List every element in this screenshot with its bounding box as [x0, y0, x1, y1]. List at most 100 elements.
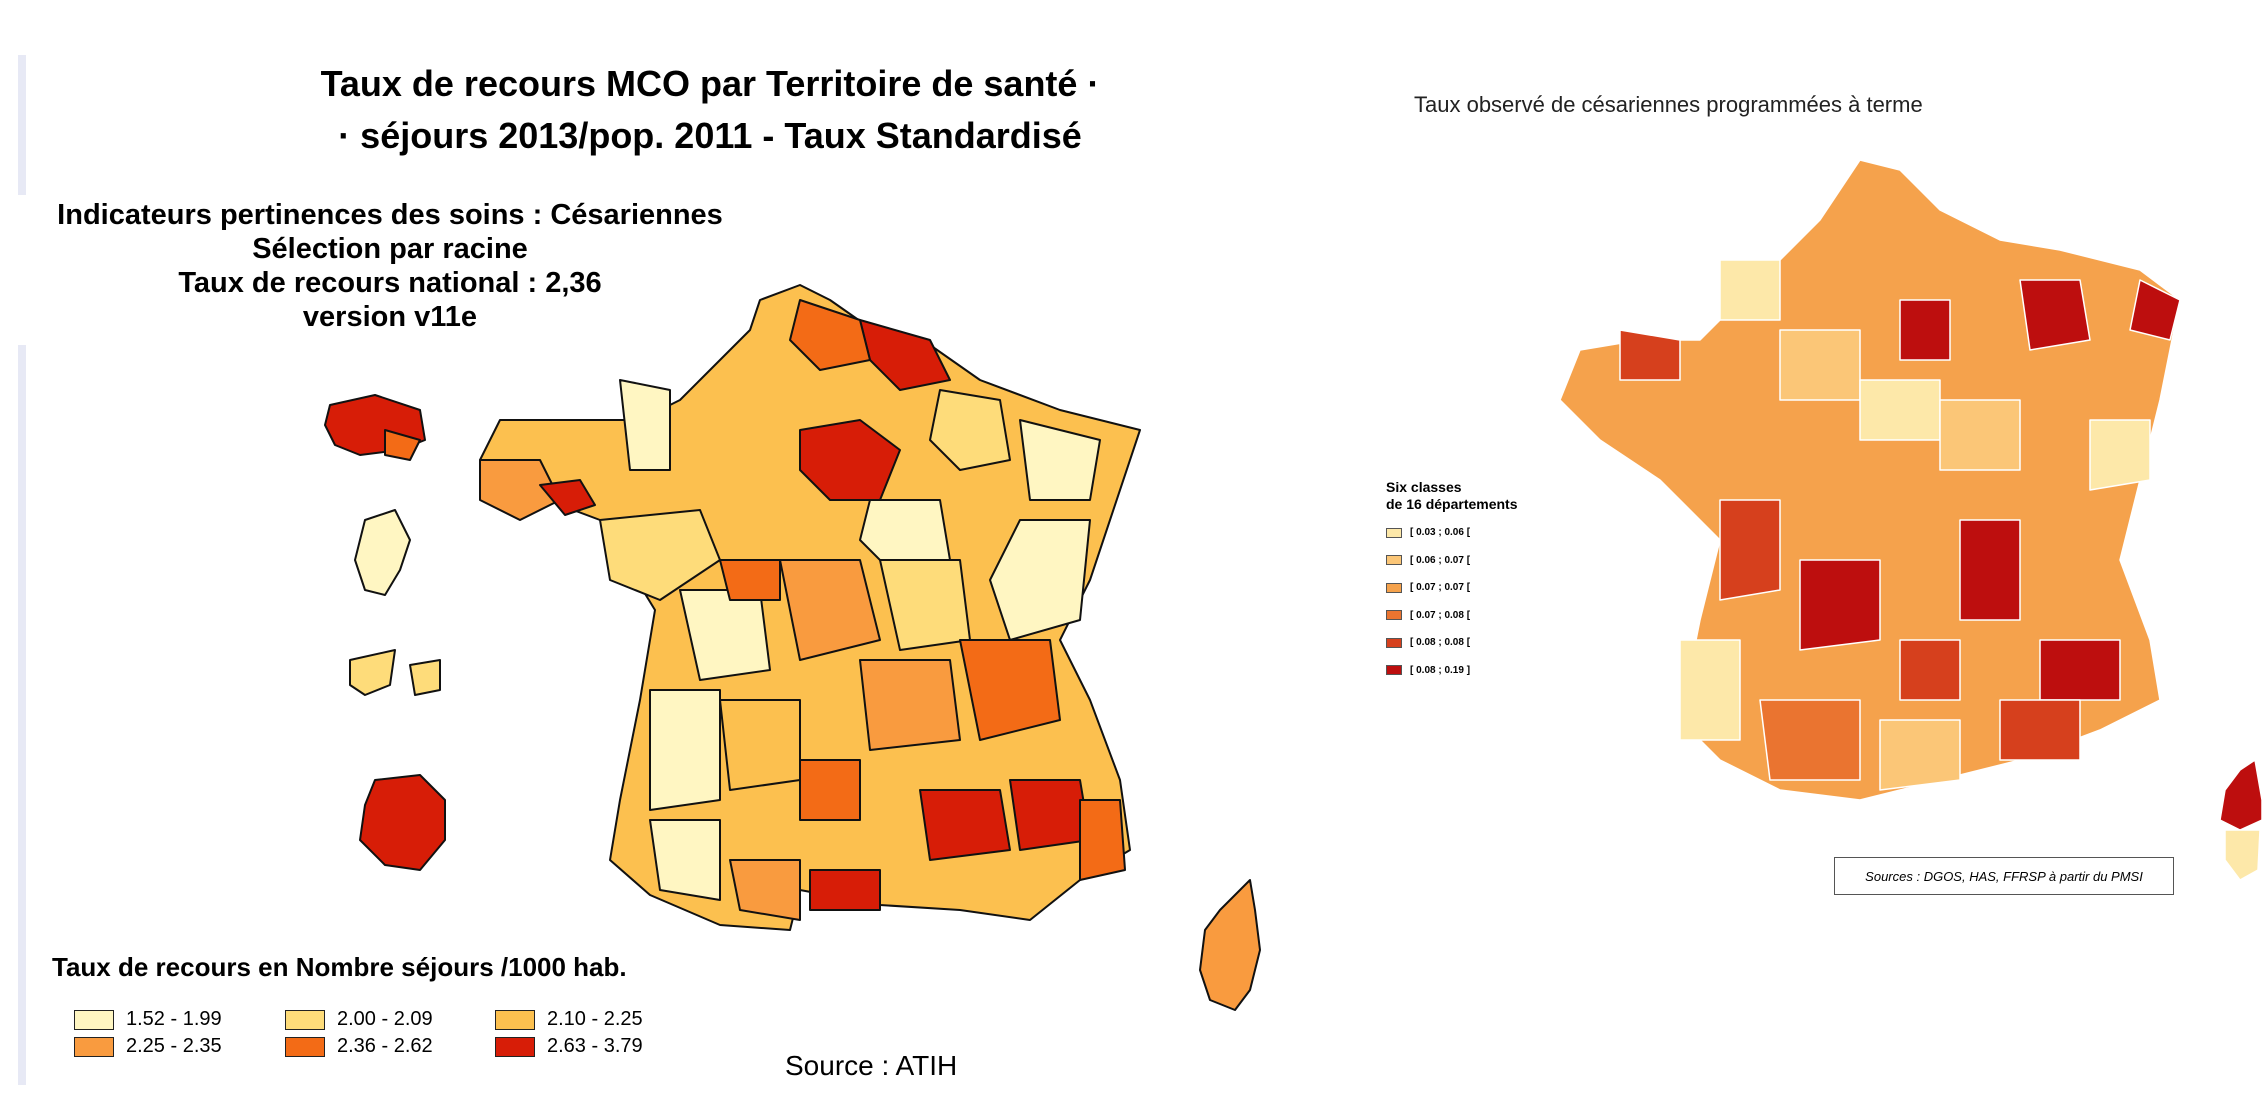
overseas-guyane-islands — [349, 649, 396, 696]
region — [789, 299, 871, 371]
subhead-version: version v11e — [302, 301, 478, 333]
region — [2089, 419, 2151, 491]
region — [1619, 329, 1681, 381]
right-legend-swatch — [1386, 555, 1402, 565]
legend-item: 1.52 - 1.99 — [74, 1008, 222, 1031]
right-legend-label: [ 0.08 ; 0.19 ] — [1410, 664, 1471, 676]
mainland-france — [1559, 159, 2181, 801]
subhead-national-rate: Taux de recours national : 2,36 — [178, 267, 602, 299]
right-source-box: Sources : DGOS, HAS, FFRSP à partir du P… — [1834, 857, 2174, 895]
region — [1859, 379, 1941, 441]
region — [1759, 699, 1861, 781]
region — [1959, 519, 2021, 621]
left-map-panel: Taux de recours MCO par Territoire de sa… — [18, 55, 1261, 1085]
corsica-south — [2224, 829, 2261, 881]
right-legend-swatch — [1386, 527, 1402, 538]
right-legend-swatch — [1386, 582, 1402, 593]
right-legend-item: [ 0.08 ; 0.19 ] — [1386, 665, 1470, 676]
region — [1019, 419, 1101, 501]
region — [649, 689, 721, 811]
legend-title: Taux de recours en Nombre séjours /1000 … — [52, 952, 627, 982]
right-legend-title-line2: de 16 départements — [1386, 496, 1518, 512]
right-legend-label: [ 0.07 ; 0.07 [ — [1410, 582, 1471, 593]
panel-border — [18, 345, 26, 1085]
right-choropleth-map — [1559, 159, 2262, 881]
legend-label: 2.25 - 2.35 — [126, 1035, 222, 1057]
legend-label: 2.36 - 2.62 — [337, 1035, 433, 1057]
right-legend-label: [ 0.03 ; 0.06 [ — [1410, 527, 1471, 538]
right-legend-swatch — [1386, 637, 1402, 648]
region — [929, 389, 1011, 471]
region — [729, 859, 801, 921]
overseas-martinique — [354, 509, 411, 596]
region — [1999, 699, 2081, 761]
region — [919, 789, 1011, 861]
right-legend-label: [ 0.08 ; 0.08 [ — [1410, 637, 1471, 648]
legend-label: 2.10 - 2.25 — [547, 1008, 643, 1030]
subhead-indicator: Indicateurs pertinences des soins : Césa… — [57, 199, 723, 231]
right-legend-item: [ 0.08 ; 0.08 [ — [1386, 637, 1470, 648]
region — [1719, 499, 1781, 601]
region — [719, 559, 781, 601]
source-label: Source : ATIH — [785, 1050, 958, 1081]
legend-item: 2.63 - 3.79 — [495, 1035, 643, 1058]
legend-swatch — [285, 1009, 325, 1030]
right-legend-item: [ 0.07 ; 0.08 [ — [1386, 610, 1470, 621]
right-map-panel: Taux observé de césariennes programmées … — [1300, 0, 2262, 1108]
legend-label: 2.63 - 3.79 — [547, 1035, 643, 1057]
region — [649, 819, 721, 901]
region — [719, 699, 801, 791]
region — [2039, 639, 2121, 701]
region — [1799, 559, 1881, 651]
region — [1009, 779, 1091, 851]
region — [1719, 259, 1781, 321]
region — [1879, 719, 1961, 791]
region — [989, 519, 1091, 641]
region — [2019, 279, 2091, 351]
right-legend-swatch — [1386, 610, 1402, 620]
overseas-reunion — [359, 774, 446, 871]
right-legend-label: [ 0.07 ; 0.08 [ — [1410, 609, 1471, 621]
region — [1939, 399, 2021, 471]
right-legend-title-line1: Six classes — [1386, 479, 1462, 495]
legend-label: 2.00 - 2.09 — [337, 1008, 433, 1030]
corsica — [2219, 759, 2262, 831]
region — [1779, 329, 1861, 401]
region — [539, 479, 596, 516]
right-legend-label: [ 0.06 ; 0.07 [ — [1410, 554, 1471, 566]
right-legend-item: [ 0.03 ; 0.06 [ — [1386, 527, 1470, 538]
corsica — [1199, 879, 1261, 1011]
right-legend-swatch — [1386, 665, 1402, 675]
region — [479, 459, 561, 521]
region — [799, 759, 861, 821]
right-legend-item: [ 0.07 ; 0.07 [ — [1386, 582, 1470, 593]
region — [2129, 279, 2181, 341]
right-legend-item: [ 0.06 ; 0.07 [ — [1386, 555, 1470, 566]
legend-item: 2.00 - 2.09 — [285, 1008, 433, 1031]
panel-border — [18, 55, 26, 195]
map-title-line1: Taux de recours MCO par Territoire de sa… — [320, 63, 1100, 104]
legend-swatch — [495, 1036, 535, 1057]
left-choropleth-map — [324, 284, 1261, 1011]
overseas-mayotte — [409, 659, 441, 696]
region — [809, 869, 881, 911]
region — [1679, 639, 1741, 741]
legend-item: 2.36 - 2.62 — [285, 1035, 433, 1058]
legend-swatch — [495, 1009, 535, 1030]
subhead-selection: Sélection par racine — [252, 233, 528, 265]
legend-swatch — [285, 1036, 325, 1057]
region — [599, 509, 721, 601]
region — [619, 379, 671, 471]
legend-item: 2.25 - 2.35 — [74, 1035, 222, 1058]
region — [959, 639, 1061, 741]
legend-item: 2.10 - 2.25 — [495, 1008, 643, 1031]
region — [1899, 299, 1951, 361]
legend-label: 1.52 - 1.99 — [126, 1008, 222, 1030]
map-title-line2: · séjours 2013/pop. 2011 - Taux Standard… — [338, 115, 1082, 156]
right-map-title: Taux observé de césariennes programmées … — [1414, 92, 1923, 117]
legend-swatch — [74, 1009, 114, 1030]
region — [1899, 639, 1961, 701]
overseas-guadeloupe-islands — [384, 429, 421, 461]
region — [1079, 799, 1126, 881]
region — [859, 659, 961, 751]
